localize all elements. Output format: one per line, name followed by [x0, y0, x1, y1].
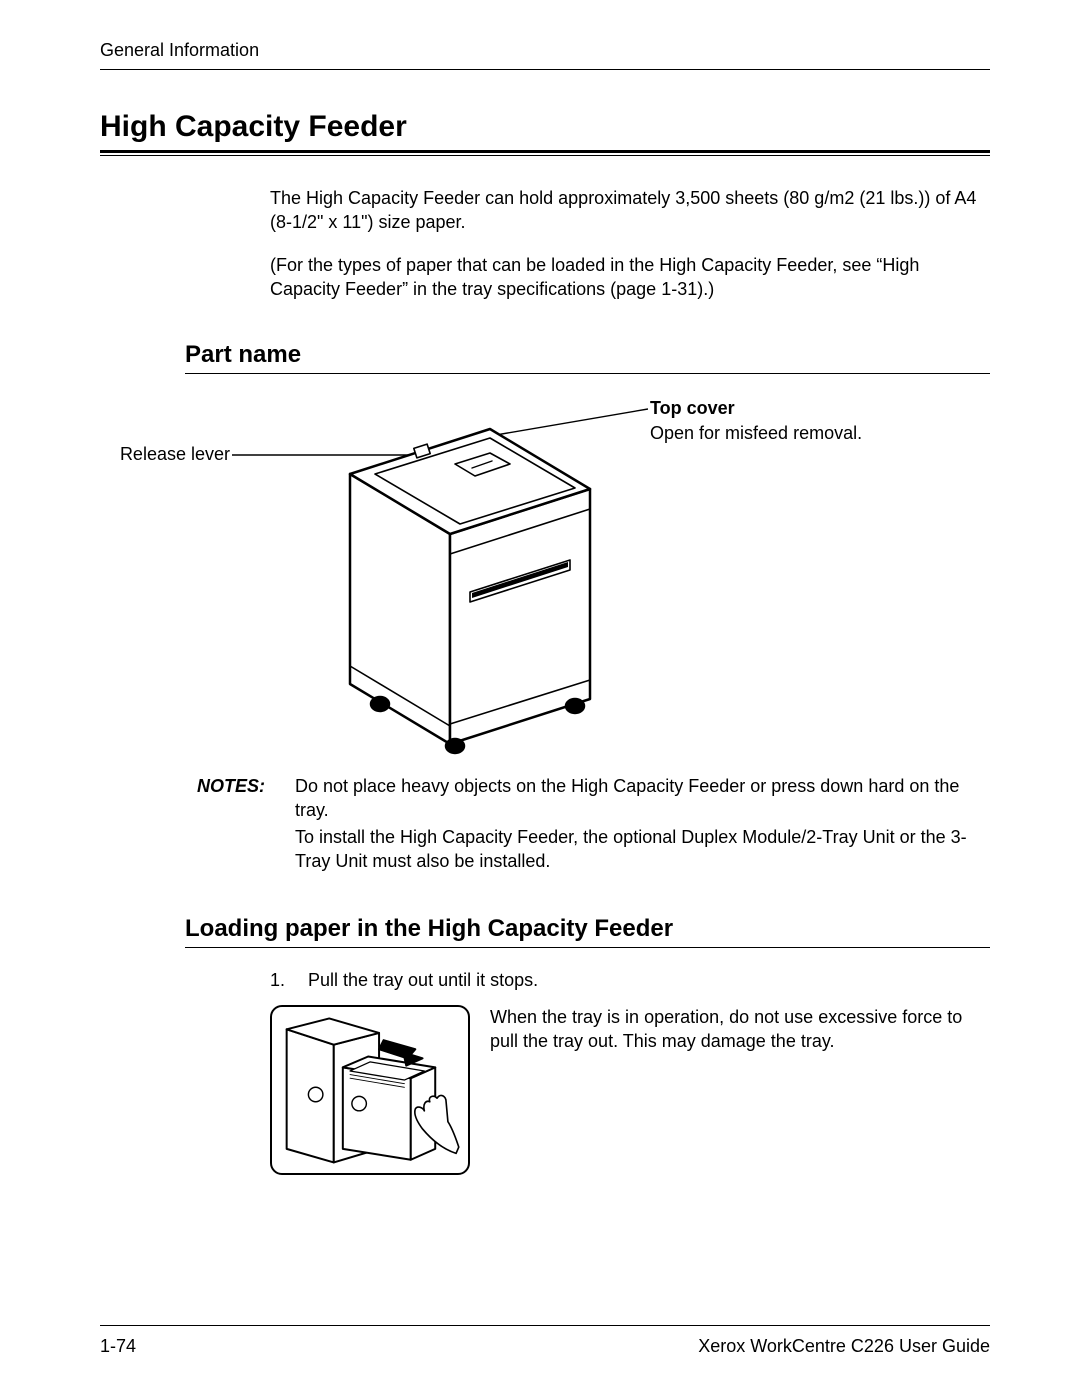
section-rule-2: [185, 947, 990, 948]
running-head: General Information: [100, 40, 990, 61]
step-paragraph: When the tray is in operation, do not us…: [490, 1005, 980, 1175]
top-rule: [100, 69, 990, 70]
step-illustration: [270, 1005, 470, 1175]
footer-page-number: 1-74: [100, 1336, 136, 1357]
footer-guide-name: Xerox WorkCentre C226 User Guide: [698, 1336, 990, 1357]
step-row: When the tray is in operation, do not us…: [270, 1005, 980, 1175]
notes-label: NOTES:: [185, 774, 265, 875]
title-double-rule: [100, 150, 990, 156]
feeder-diagram: Release lever Top cover Open for misfeed…: [100, 394, 990, 764]
intro-p2: (For the types of paper that can be load…: [270, 253, 980, 302]
footer: 1-74 Xerox WorkCentre C226 User Guide: [100, 1325, 990, 1357]
label-top-cover-text: Open for misfeed removal.: [650, 423, 862, 443]
intro-block: The High Capacity Feeder can hold approx…: [270, 186, 980, 301]
notes-body: Do not place heavy objects on the High C…: [295, 774, 980, 875]
section-rule-1: [185, 373, 990, 374]
notes-block: NOTES: Do not place heavy objects on the…: [185, 774, 980, 875]
intro-p1: The High Capacity Feeder can hold approx…: [270, 186, 980, 235]
label-top-cover-bold: Top cover: [650, 398, 910, 419]
label-release-lever: Release lever: [100, 444, 230, 465]
list-item: 1. Pull the tray out until it stops.: [270, 968, 980, 992]
feeder-svg: [320, 394, 620, 764]
page-title: High Capacity Feeder: [100, 110, 990, 144]
notes-p2: To install the High Capacity Feeder, the…: [295, 825, 980, 874]
footer-rule: [100, 1325, 990, 1326]
section-heading-loading: Loading paper in the High Capacity Feede…: [185, 915, 990, 943]
list-text: Pull the tray out until it stops.: [308, 968, 538, 992]
list-number: 1.: [270, 968, 290, 992]
notes-p1: Do not place heavy objects on the High C…: [295, 774, 980, 823]
label-top-cover: Top cover Open for misfeed removal.: [650, 398, 910, 444]
ordered-list: 1. Pull the tray out until it stops.: [270, 968, 980, 992]
section-heading-partname: Part name: [185, 341, 990, 369]
